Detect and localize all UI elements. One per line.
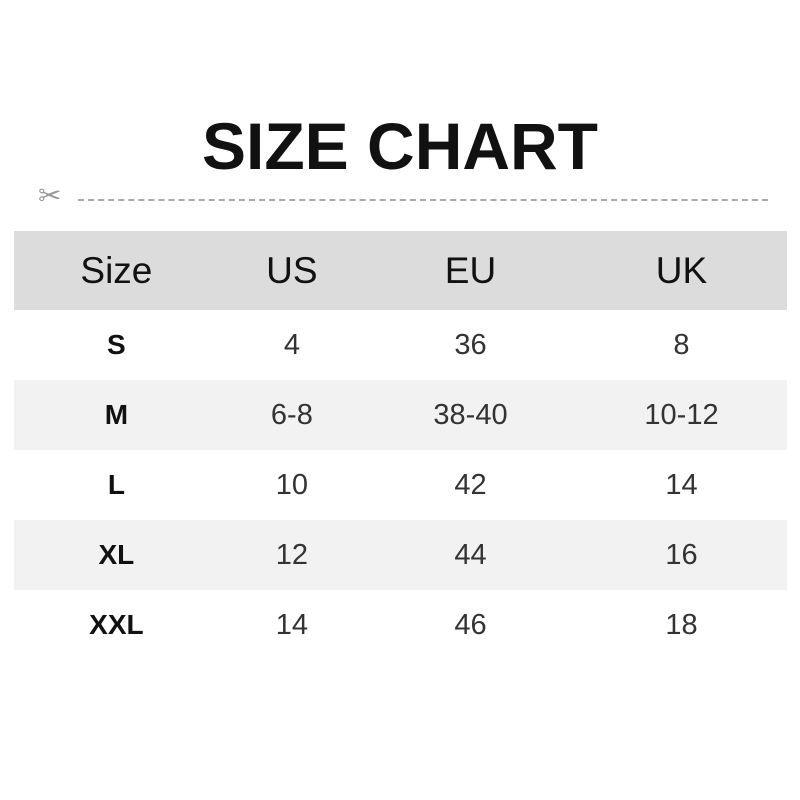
- table-cell: 38-40: [365, 380, 576, 450]
- size-table: Size US EU UK S 4 36 8 M 6-8 38-40 10-12 L 10 42 14 XL 1…: [14, 231, 787, 660]
- table-cell: 14: [665, 468, 698, 501]
- size-cell: L: [107, 469, 125, 500]
- dashed-divider: [78, 199, 768, 201]
- size-cell: XL: [14, 520, 219, 590]
- table-cell: 42: [454, 468, 487, 501]
- column-header: Size: [14, 231, 219, 310]
- table-row: S 4 36 8: [14, 310, 787, 380]
- table-cell: 6-8: [218, 380, 365, 450]
- size-cell: M: [14, 380, 219, 450]
- table-cell: 12: [218, 520, 365, 590]
- size-cell: XXL: [89, 609, 144, 640]
- table-row: XXL 14 46 18: [14, 590, 787, 660]
- table-row: M 6-8 38-40 10-12: [14, 380, 787, 450]
- table-row: L 10 42 14: [14, 450, 787, 520]
- page-title: SIZE CHART: [202, 109, 598, 183]
- table-cell: 8: [673, 328, 690, 361]
- table-cell: 16: [575, 520, 787, 590]
- table-cell: 4: [283, 328, 300, 361]
- table-cell: 10: [275, 468, 309, 501]
- size-cell: S: [107, 329, 126, 360]
- table-cell: 44: [365, 520, 576, 590]
- header-row: Size US EU UK: [14, 231, 787, 310]
- table-cell: 18: [665, 608, 698, 641]
- table-cell: 14: [275, 608, 309, 641]
- column-header: UK: [575, 231, 787, 310]
- table-cell: 36: [454, 328, 487, 361]
- table-row: XL 12 44 16: [14, 520, 787, 590]
- table-cell: 46: [454, 608, 487, 641]
- column-header: EU: [365, 231, 576, 310]
- cut-line: ✂: [38, 182, 768, 214]
- table-cell: 10-12: [575, 380, 787, 450]
- column-header: US: [218, 231, 365, 310]
- scissors-icon: ✂: [38, 180, 62, 211]
